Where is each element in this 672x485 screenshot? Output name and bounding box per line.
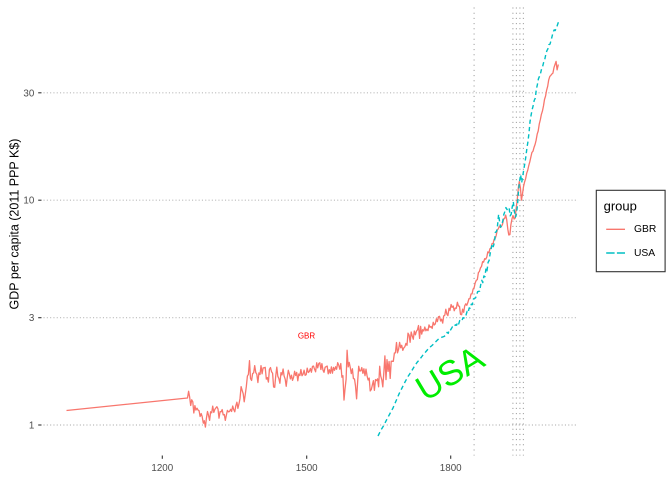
svg-text:10: 10 bbox=[23, 196, 34, 207]
svg-text:GBR: GBR bbox=[298, 331, 316, 340]
svg-text:30: 30 bbox=[23, 88, 34, 99]
svg-text:1500: 1500 bbox=[296, 463, 318, 474]
svg-text:1: 1 bbox=[29, 421, 34, 432]
svg-text:USA: USA bbox=[634, 248, 655, 259]
svg-text:group: group bbox=[604, 199, 637, 214]
svg-text:3: 3 bbox=[29, 313, 35, 324]
svg-text:1200: 1200 bbox=[151, 463, 173, 474]
svg-text:GDP per capita (2011 PPP K$): GDP per capita (2011 PPP K$) bbox=[7, 139, 21, 310]
svg-text:1800: 1800 bbox=[440, 463, 462, 474]
svg-text:GBR: GBR bbox=[634, 224, 656, 235]
